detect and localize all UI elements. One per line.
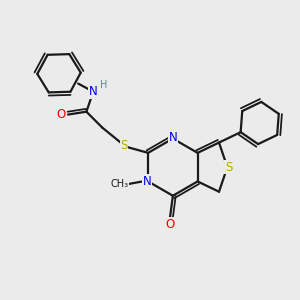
Text: S: S bbox=[225, 160, 232, 174]
Text: CH₃: CH₃ bbox=[110, 179, 129, 189]
Text: N: N bbox=[142, 175, 151, 188]
Text: O: O bbox=[57, 108, 66, 121]
Text: S: S bbox=[120, 140, 128, 152]
Text: N: N bbox=[89, 85, 98, 98]
Text: O: O bbox=[165, 218, 175, 231]
Text: H: H bbox=[100, 80, 107, 90]
Text: N: N bbox=[169, 131, 177, 144]
